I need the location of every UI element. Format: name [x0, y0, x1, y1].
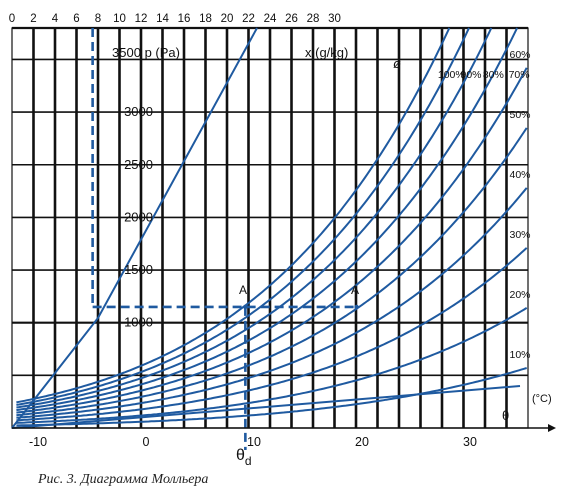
top-axis-title: x (g/kg): [305, 45, 348, 60]
humidity-label: 40%: [509, 169, 530, 181]
top-tick-label: 12: [135, 13, 148, 25]
top-tick-label: 30: [328, 13, 341, 25]
top-tick-label: 14: [156, 13, 169, 25]
top-tick-label: 10: [113, 13, 126, 25]
y-tick-label: 1000: [124, 315, 153, 330]
humidity-label: 20%: [509, 289, 530, 301]
x-unit-label: (°C): [532, 393, 552, 405]
top-tick-label: 0: [9, 13, 15, 25]
moisture-content-line: [11, 27, 258, 429]
top-tick-label: 24: [264, 13, 277, 25]
x-tick-label: 30: [463, 435, 477, 449]
point-a-label: A: [351, 283, 359, 297]
y-tick-label: 3000: [124, 104, 153, 119]
y-tick-label: 2000: [124, 209, 153, 224]
humidity-label: 70%: [509, 69, 530, 81]
y-tick-label: 2500: [124, 157, 153, 172]
humidity-curve-30: [16, 247, 528, 422]
labels: 3500 p (Pa) x (g/kg) ø (°C) θ θd A A′ 0 2…: [9, 13, 552, 468]
humidity-label: 100%: [438, 69, 465, 81]
top-tick-label: 2: [30, 13, 36, 25]
humidity-label: 10%: [509, 349, 530, 361]
dew-point-label: θd: [236, 447, 252, 468]
axes: [12, 424, 556, 432]
humidity-label: 90%: [461, 69, 482, 81]
top-tick-label: 16: [178, 13, 191, 25]
top-tick-label: 22: [242, 13, 255, 25]
humidity-label: 60%: [509, 49, 530, 61]
top-tick-label: 28: [307, 13, 320, 25]
humidity-label: 80%: [483, 69, 504, 81]
x-axis-title: θ: [502, 408, 509, 423]
y-tick-label: 1500: [124, 262, 153, 277]
top-tick-label: 6: [73, 13, 79, 25]
humidity-curves: [16, 27, 528, 427]
humidity-label: 50%: [509, 109, 530, 121]
top-tick-label: 8: [95, 13, 101, 25]
humidity-curve-60: [16, 67, 528, 414]
humidity-symbol: ø: [393, 56, 401, 71]
humidity-curve-20: [16, 307, 528, 424]
x-tick-label: 20: [355, 435, 369, 449]
humidity-curve-50: [16, 127, 528, 417]
x-tick-label: -10: [29, 435, 47, 449]
point-a: [354, 304, 359, 310]
moisture-content-line: [11, 385, 521, 429]
top-tick-label: 20: [221, 13, 234, 25]
humidity-curve-40: [16, 187, 528, 419]
humidity-curve-90: [16, 27, 470, 406]
construction-lines: [91, 28, 359, 450]
y-axis-title: 3500 p (Pa): [112, 45, 180, 60]
top-tick-label: 18: [199, 13, 212, 25]
moisture-content-lines: [11, 27, 521, 429]
point-a-prime-label: A′: [239, 283, 250, 297]
grid: [11, 26, 529, 429]
humidity-curve-80: [16, 27, 493, 409]
humidity-curve-100: [16, 27, 451, 404]
x-axis-arrow: [548, 424, 556, 432]
humidity-curve-70: [16, 27, 518, 412]
x-tick-label: 0: [143, 435, 150, 449]
x-tick-label: 10: [247, 435, 261, 449]
humidity-curve-10: [16, 367, 527, 427]
humidity-label: 30%: [509, 229, 530, 241]
point-a-prime: [243, 304, 248, 310]
figure-caption: Рис. 3. Диаграмма Молльера: [38, 472, 209, 487]
top-tick-label: 4: [52, 13, 59, 25]
top-tick-label: 26: [285, 13, 298, 25]
